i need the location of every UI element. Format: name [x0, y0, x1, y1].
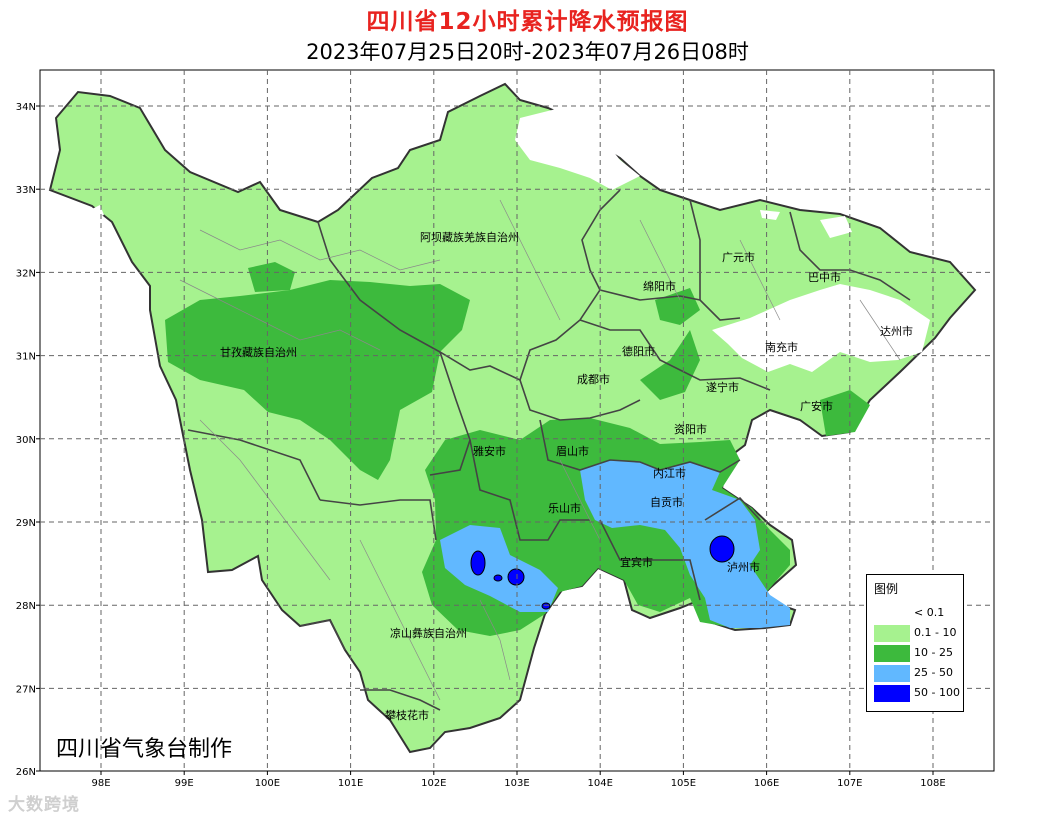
- lat-tick-label: 34N: [16, 102, 36, 113]
- legend-item: < 0.1: [874, 605, 960, 622]
- watermark: 大数跨境: [8, 795, 80, 815]
- label-yibin: 宜宾市: [620, 555, 653, 569]
- legend-item: 25 - 50: [874, 665, 960, 682]
- label-neijiang: 内江市: [653, 466, 686, 480]
- legend-swatch: [874, 605, 910, 622]
- label-bazhong: 巴中市: [808, 270, 841, 284]
- lon-tick-label: 101E: [338, 778, 363, 789]
- lon-tick-label: 105E: [671, 778, 696, 789]
- lon-tick-label: 102E: [421, 778, 446, 789]
- label-aba: 阿坝藏族羌族自治州: [420, 230, 519, 244]
- legend-swatch: [874, 685, 910, 702]
- lat-tick-label: 30N: [16, 435, 36, 446]
- label-nanchong: 南充市: [765, 340, 798, 354]
- lon-tick-label: 103E: [504, 778, 529, 789]
- legend: 图例 < 0.1 0.1 - 10 10 - 25 25 - 50 50 - 1…: [866, 574, 964, 712]
- lat-tick-label: 32N: [16, 268, 36, 279]
- prefecture-boundaries: [187, 189, 911, 711]
- label-leshan: 乐山市: [548, 501, 581, 515]
- label-chengdu: 成都市: [577, 372, 610, 386]
- label-liangshan: 凉山彝族自治州: [390, 626, 467, 640]
- legend-label: < 0.1: [914, 606, 945, 619]
- label-luzhou: 泸州市: [727, 560, 760, 574]
- rain-zone-25-50: [440, 460, 790, 628]
- lon-tick-label: 99E: [175, 778, 194, 789]
- label-guangyuan: 广元市: [722, 250, 755, 264]
- legend-item: 50 - 100: [874, 685, 960, 702]
- label-ziyang: 资阳市: [674, 422, 707, 436]
- legend-label: 10 - 25: [914, 646, 953, 659]
- lat-tick-label: 26N: [16, 767, 36, 778]
- label-zigong: 自贡市: [650, 495, 683, 509]
- label-mianyang: 绵阳市: [643, 279, 676, 293]
- lat-tick-label: 29N: [16, 518, 36, 529]
- label-suining: 遂宁市: [706, 380, 739, 394]
- map-subtitle: 2023年07月25日20时-2023年07月26日08时: [306, 40, 749, 64]
- lon-tick-label: 100E: [255, 778, 280, 789]
- lat-tick-label: 27N: [16, 684, 36, 695]
- label-yaan: 雅安市: [473, 444, 506, 458]
- lat-tick-label: 33N: [16, 185, 36, 196]
- longitude-labels: 98E 99E 100E 101E 102E 103E 104E 105E 106E 107E 10…: [91, 771, 946, 789]
- lon-tick-label: 108E: [920, 778, 945, 789]
- legend-item: 10 - 25: [874, 645, 960, 662]
- legend-title: 图例: [874, 582, 899, 596]
- lon-tick-label: 106E: [754, 778, 779, 789]
- lon-tick-label: 104E: [587, 778, 612, 789]
- legend-item: 0.1 - 10: [874, 625, 960, 642]
- legend-label: 50 - 100: [914, 686, 960, 699]
- coordinate-gridlines: [40, 70, 994, 771]
- lat-tick-label: 31N: [16, 352, 36, 363]
- legend-label: 25 - 50: [914, 666, 953, 679]
- label-dazhou: 达州市: [880, 324, 913, 338]
- label-meishan: 眉山市: [556, 444, 589, 458]
- label-ganzi: 甘孜藏族自治州: [220, 345, 297, 359]
- latitude-labels: 34N 33N 32N 31N 30N 29N 28N 27N 26N: [16, 102, 40, 778]
- lon-tick-label: 98E: [91, 778, 110, 789]
- county-boundaries: [179, 199, 901, 701]
- legend-swatch: [874, 625, 910, 642]
- label-deyang: 德阳市: [622, 344, 655, 358]
- lat-tick-label: 28N: [16, 601, 36, 612]
- rain-zone-50-100: [470, 535, 735, 610]
- label-panzhihua: 攀枝花市: [385, 708, 429, 722]
- legend-label: 0.1 - 10: [914, 626, 957, 639]
- label-guangan: 广安市: [800, 399, 833, 413]
- legend-swatch: [874, 665, 910, 682]
- map-title: 四川省12小时累计降水预报图: [366, 9, 689, 35]
- legend-swatch: [874, 645, 910, 662]
- region-labels: 阿坝藏族羌族自治州 甘孜藏族自治州 凉山彝族自治州 攀枝花市 雅安市 眉山市 乐…: [220, 230, 913, 722]
- attribution: 四川省气象台制作: [56, 737, 233, 762]
- lon-tick-label: 107E: [837, 778, 862, 789]
